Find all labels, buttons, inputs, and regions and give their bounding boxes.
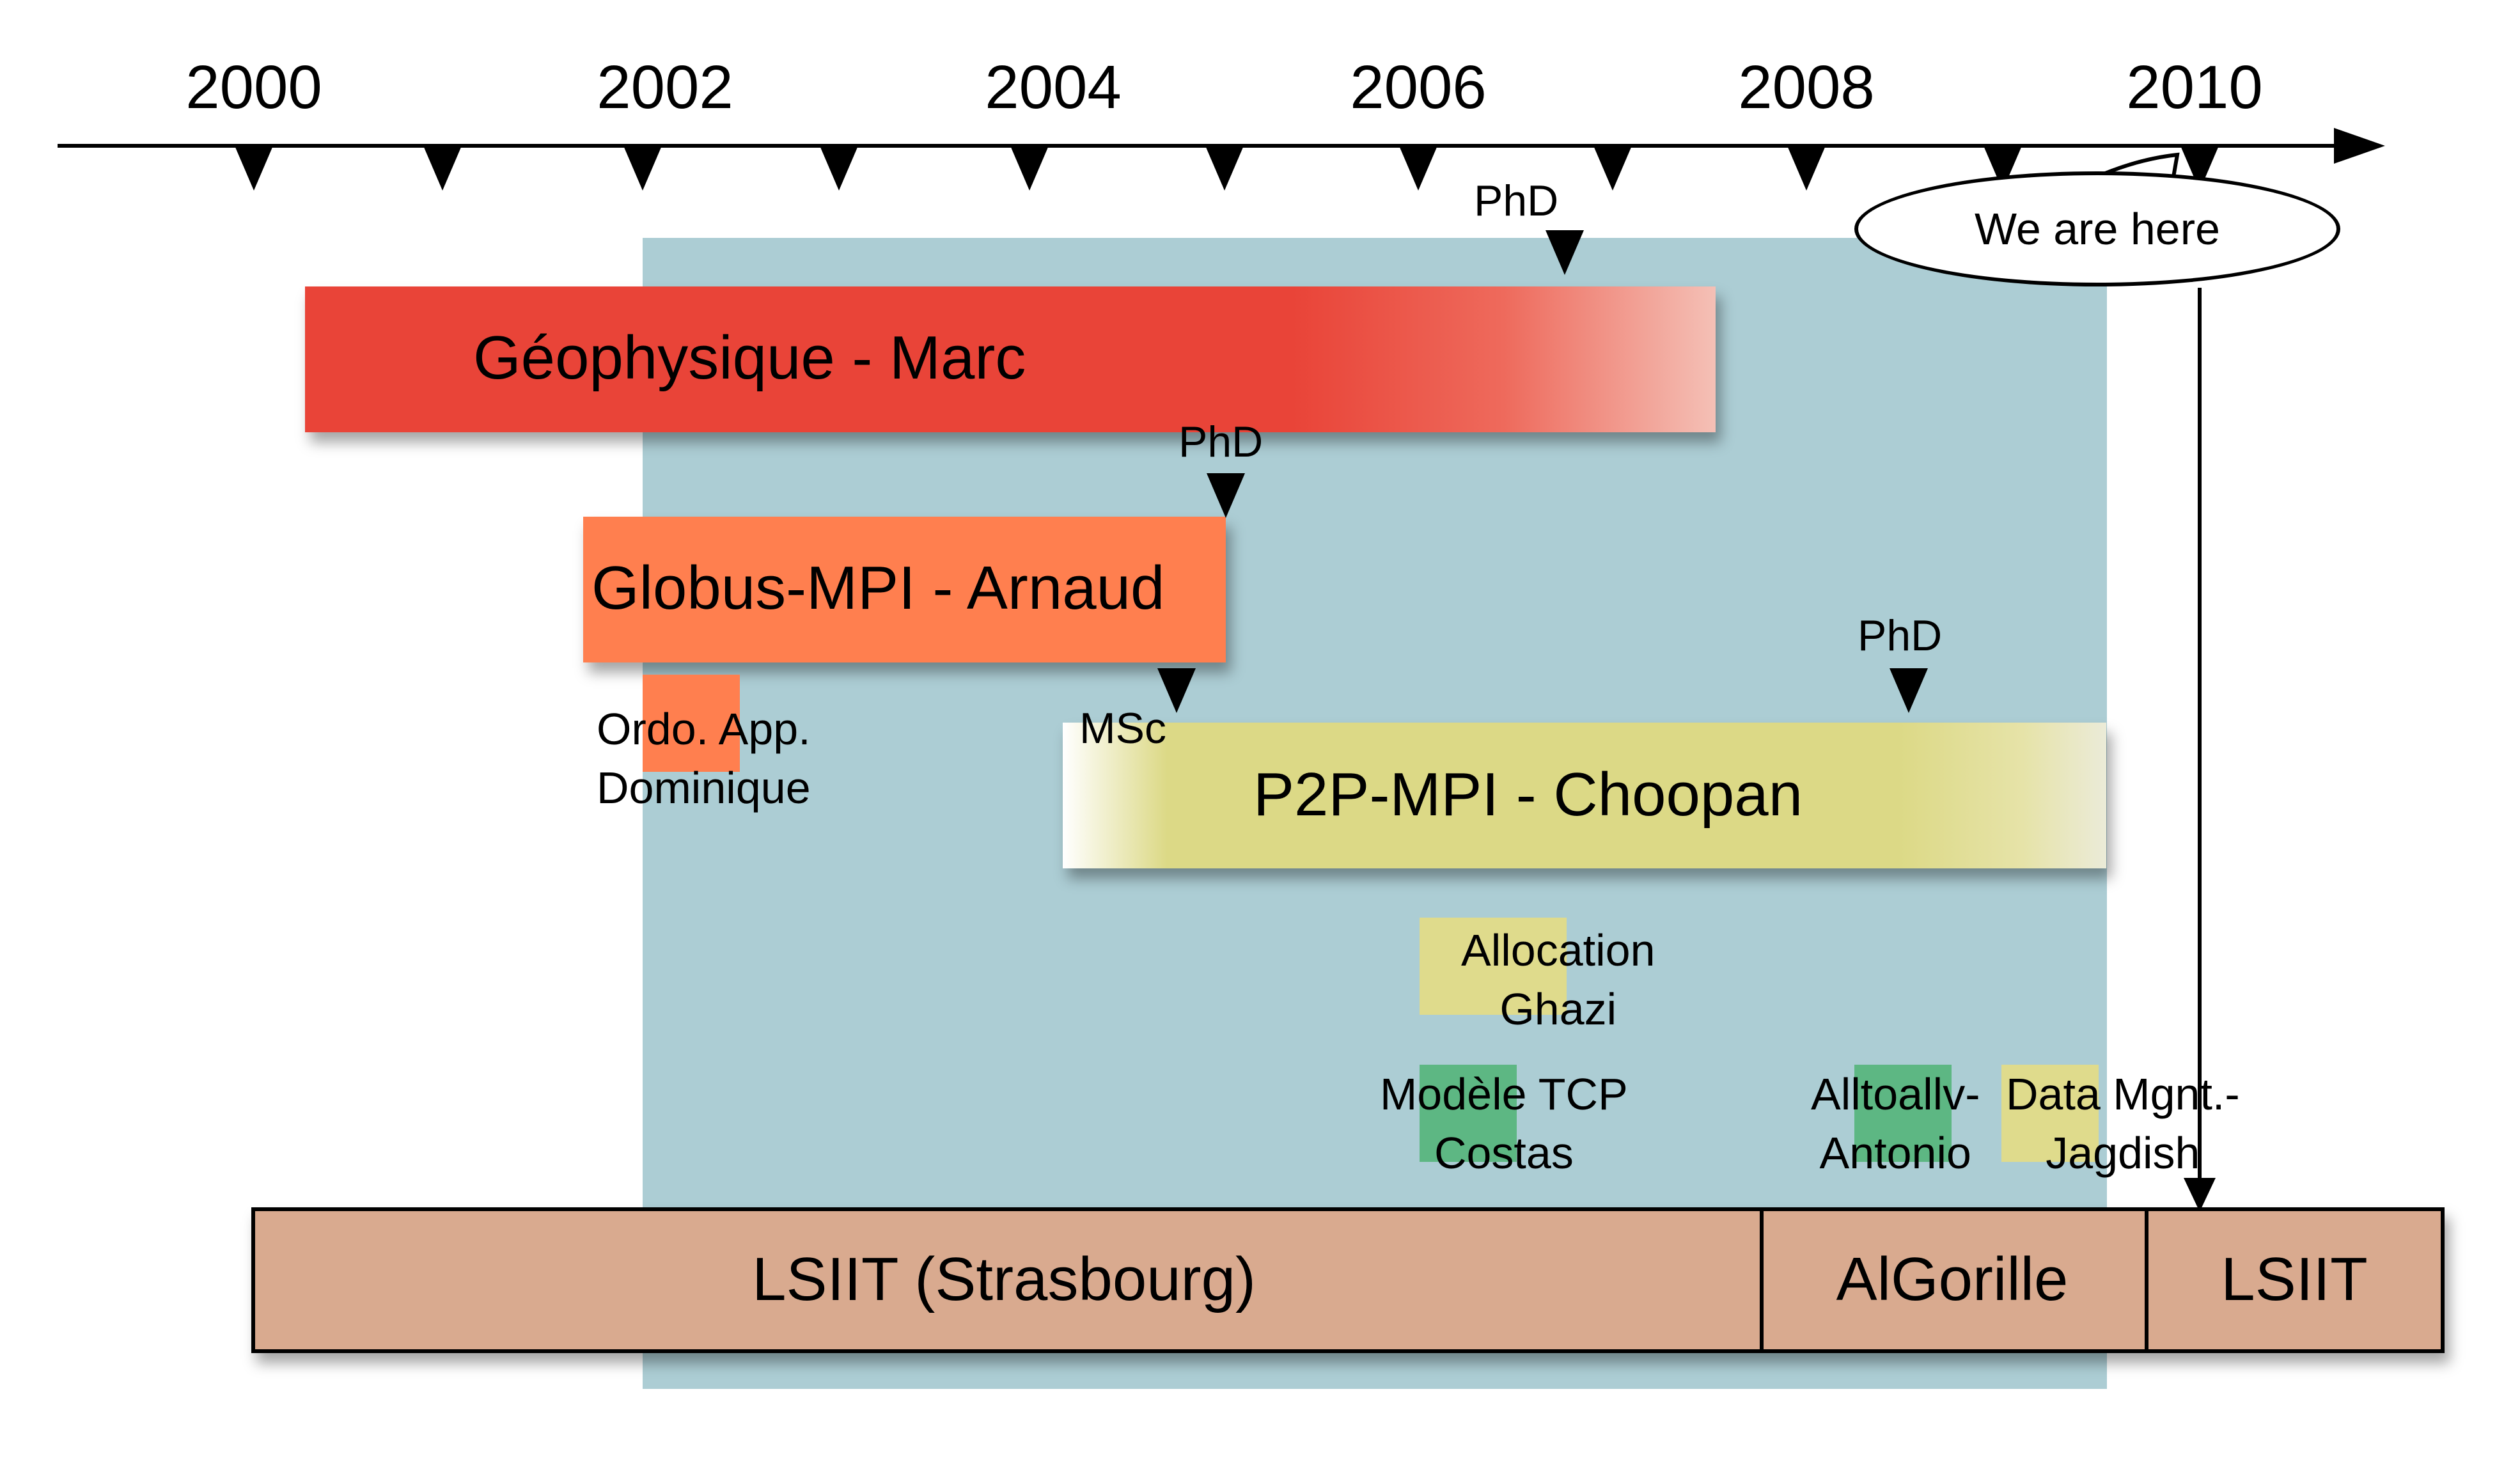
phd-marker [1207,473,1245,518]
phd-marker-label: PhD [1858,611,1943,660]
organization-bar [251,1207,2445,1353]
p2p-mpi-bar [1063,723,2106,868]
ordo-app-line1: Ordo. App. [597,704,811,754]
year-tick [1399,146,1437,191]
modele-tcp-block [1420,1065,1517,1162]
now-arrowhead [2184,1178,2216,1212]
organization-divider [2145,1207,2148,1353]
year-tick [820,146,858,191]
data-mgnt-label: Data Mgnt.- Jagdish [2006,1065,2240,1182]
ordo-app-label: Ordo. App. Dominique [597,700,811,817]
phd-marker-label: PhD [1474,176,1559,225]
timeline-axis-arrowhead [2334,128,2385,164]
allocation-label: Allocation Ghazi [1461,921,1655,1038]
year-label-2002: 2002 [597,53,733,121]
ordo-app-block [643,675,740,772]
globus-mpi-bar [583,517,1226,662]
p2p-mpi-label: P2P-MPI - Choopan [1253,760,1803,829]
org-lsiit-strasbourg: LSIIT (Strasbourg) [752,1245,1256,1313]
msc-marker-label: MSc [1079,704,1166,753]
modele-tcp-label: Modèle TCP Costas [1380,1065,1628,1182]
year-tick [235,146,273,191]
alltoallv-label: Alltoallv- Antonio [1811,1065,1980,1182]
data-mgnt-line2: Jagdish [2046,1128,2200,1178]
phd-marker-label: PhD [1178,418,1264,466]
year-label-2004: 2004 [985,53,1122,121]
modele-tcp-line2: Costas [1434,1128,1574,1178]
year-label-2010: 2010 [2126,53,2263,121]
data-mgnt-line1: Data Mgnt.- [2006,1069,2240,1119]
year-label-2006: 2006 [1350,53,1487,121]
organization-divider [1760,1207,1764,1353]
phd-marker [1546,230,1584,275]
alltoallv-line2: Antonio [1819,1128,1971,1178]
year-label-2000: 2000 [185,53,322,121]
allocation-line2: Ghazi [1499,984,1617,1034]
geophysique-bar [305,286,1716,432]
we-are-here-callout: We are here [1854,171,2340,286]
phd-marker [1890,668,1928,713]
year-tick [1010,146,1049,191]
msc-marker [1157,668,1196,713]
year-tick [1205,146,1244,191]
allocation-line1: Allocation [1461,925,1655,975]
year-label-2008: 2008 [1738,53,1875,121]
year-tick [423,146,462,191]
allocation-block [1420,918,1567,1015]
alltoallv-line1: Alltoallv- [1811,1069,1980,1119]
org-algorille: AlGorille [1836,1245,2069,1313]
year-tick [623,146,662,191]
callout-text: We are here [1975,204,2220,254]
modele-tcp-line1: Modèle TCP [1380,1069,1628,1119]
globus-mpi-label: Globus-MPI - Arnaud [591,554,1165,622]
year-tick [1787,146,1826,191]
alltoallv-block [1854,1065,1952,1162]
org-lsiit: LSIIT [2221,1245,2368,1313]
ordo-app-line2: Dominique [597,763,811,813]
geophysique-label: Géophysique - Marc [473,324,1026,392]
year-tick [1593,146,1632,191]
data-mgnt-block [2001,1065,2099,1162]
